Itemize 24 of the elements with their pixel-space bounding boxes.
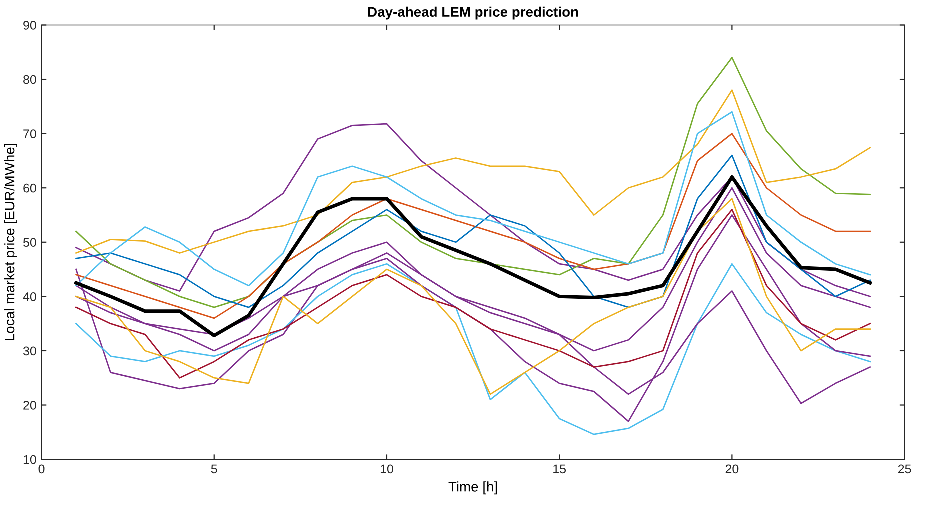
line-series	[76, 57, 871, 308]
y-tick-label: 90	[24, 21, 36, 30]
y-tick-label: 20	[24, 401, 36, 410]
x-axis-title: Time [h]	[448, 482, 498, 495]
x-tick-label: 10	[380, 464, 394, 474]
x-tick-label: 15	[554, 464, 566, 474]
line-series	[76, 90, 871, 254]
y-tick-label: 40	[23, 292, 36, 302]
y-axis-title: Local market price [EUR/MWhe]	[4, 144, 18, 340]
line-series	[76, 133, 871, 320]
x-tick-label: 0	[38, 464, 45, 474]
x-tick-label: 25	[898, 464, 912, 474]
line-series	[76, 154, 871, 308]
y-tick-label: 30	[23, 346, 36, 356]
x-tick-label: 5	[211, 464, 218, 474]
y-tick-label: 50	[23, 238, 36, 248]
x-tick-label: 20	[726, 464, 739, 474]
chart-title: Day-ahead LEM price prediction	[368, 6, 578, 20]
line-series	[76, 263, 871, 436]
y-tick-label: 10	[24, 455, 36, 464]
line-series	[74, 176, 872, 338]
y-tick-label: 70	[24, 130, 36, 138]
y-tick-label: 60	[24, 184, 36, 193]
y-tick-label: 80	[24, 75, 36, 84]
